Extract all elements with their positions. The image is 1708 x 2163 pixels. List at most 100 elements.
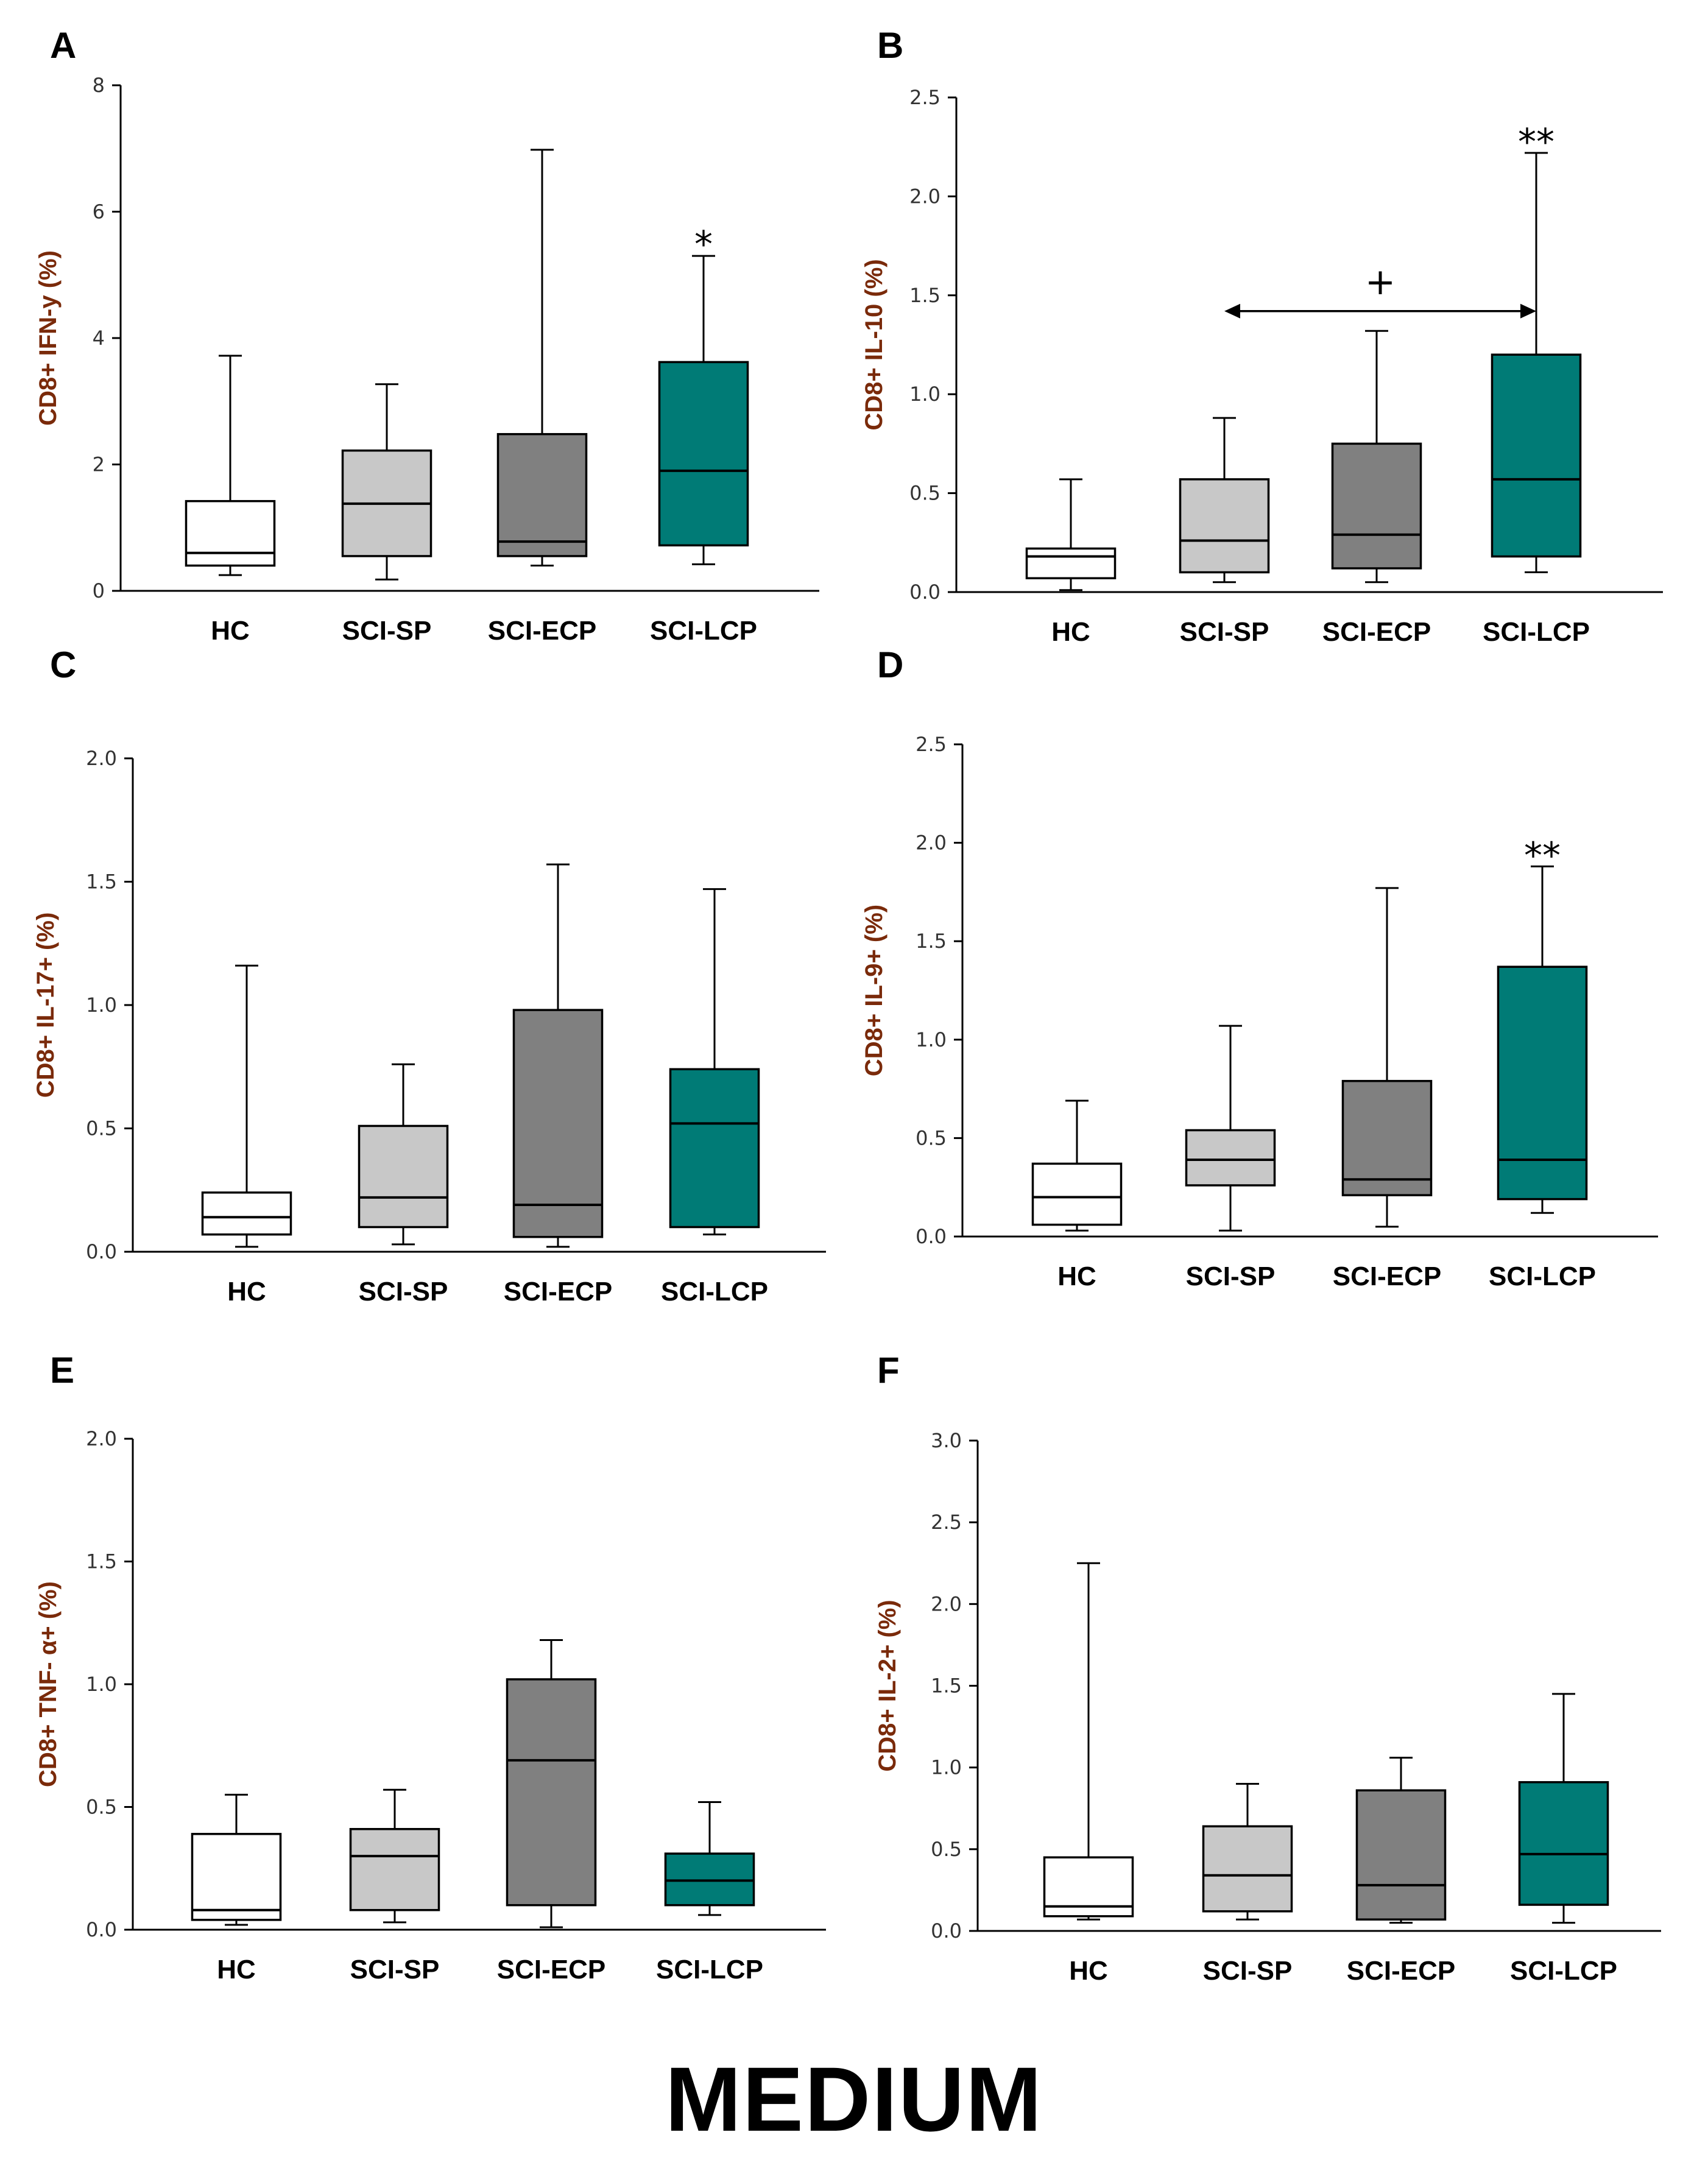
x-category-label: SCI-ECP: [504, 1277, 612, 1307]
y-axis-label: CD8+ TNF- α+ (%): [35, 1581, 62, 1787]
y-axis-label: CD8+ IFN-y (%): [35, 250, 62, 426]
y-tick-label: 2.0: [86, 747, 117, 770]
box-body: [1331, 442, 1422, 570]
box-body: [1518, 1781, 1609, 1906]
chart-canvas: A 0 2 4 6 8 CD8+ IFN-y (%) HC SCI-SP SCI-ECP SCI-L…: [32, 25, 1663, 1986]
y-tick-label: 2.5: [909, 86, 940, 109]
panel-f: F 0.0 0.5 1.0 1.5 2.0 2.5 3.0 CD8+ IL-2+ (%) HC SC…: [874, 1350, 1661, 1986]
x-category-label: HC: [1069, 1956, 1108, 1986]
panel-letter: D: [877, 644, 903, 685]
box-sci-ecp: [1355, 1757, 1447, 1924]
y-tick-label: 0.0: [916, 1225, 947, 1248]
panel-d: D 0.0 0.5 1.0 1.5 2.0 2.5 CD8+ IL-9+ (%) HC SCI-S…: [861, 644, 1658, 1291]
x-category-label: HC: [1057, 1261, 1096, 1291]
box-sci-sp: [349, 1788, 440, 1924]
box-body: [496, 432, 588, 557]
y-tick-label: 2: [93, 453, 105, 476]
y-tick-label: 2.0: [909, 185, 940, 208]
box-body: [349, 1828, 440, 1911]
panel-e: E 0.0 0.5 1.0 1.5 2.0 CD8+ TNF- α+ (%) HC SCI-SP…: [35, 1350, 826, 1985]
panel-a: A 0 2 4 6 8 CD8+ IFN-y (%) HC SCI-SP SCI-ECP SCI-L…: [35, 25, 819, 646]
box-sci-lcp: [1491, 152, 1582, 574]
box-body: [1025, 547, 1117, 580]
x-category-label: SCI-SP: [1186, 1261, 1276, 1291]
significance-marker: **: [1524, 835, 1561, 877]
box-hc: [191, 1793, 282, 1926]
y-tick-label: 0.5: [86, 1796, 117, 1819]
panel-letter: C: [50, 644, 76, 685]
y-tick-label: 0: [93, 579, 105, 602]
y-tick-label: 3.0: [931, 1429, 962, 1452]
bracket-arrowhead-right: [1520, 303, 1536, 319]
x-category-label: SCI-SP: [1180, 617, 1269, 647]
x-category-label: SCI-LCP: [656, 1955, 763, 1985]
box-body: [664, 1852, 755, 1907]
box-sci-sp: [358, 1063, 449, 1246]
box-sci-ecp: [1331, 330, 1422, 584]
x-category-label: SCI-ECP: [488, 616, 596, 646]
y-tick-label: 2.0: [931, 1592, 962, 1615]
box-body: [191, 1833, 282, 1921]
x-category-label: SCI-LCP: [661, 1277, 768, 1307]
y-tick-label: 1.5: [86, 870, 117, 894]
x-category-label: HC: [217, 1955, 256, 1985]
x-category-label: SCI-LCP: [1483, 617, 1590, 647]
panel-c: C 0.0 0.5 1.0 1.5 2.0 CD8+ IL-17+ (%) HC SCI-SP S…: [32, 644, 826, 1307]
box-sci-ecp: [496, 149, 588, 566]
y-tick-label: 1.0: [86, 993, 117, 1017]
box-sci-ecp: [506, 1639, 597, 1928]
box-sci-lcp: [1497, 865, 1588, 1214]
bracket-label: +: [1365, 261, 1396, 303]
y-tick-label: 0.0: [86, 1240, 117, 1263]
box-body: [669, 1068, 760, 1229]
box-hc: [1025, 478, 1117, 591]
x-category-label: HC: [211, 616, 250, 646]
box-body: [1491, 353, 1582, 558]
bracket-arrowhead-left: [1224, 303, 1240, 319]
y-tick-label: 2.0: [86, 1427, 117, 1450]
x-category-label: SCI-SP: [359, 1277, 448, 1307]
y-tick-label: 1.0: [909, 383, 940, 406]
box-sci-ecp: [512, 863, 604, 1248]
box-hc: [201, 964, 292, 1248]
panel-b: B 0.0 0.5 1.0 1.5 2.0 2.5 CD8+ IL-10 (%) HC SCI-S…: [861, 25, 1663, 647]
x-category-label: SCI-LCP: [1510, 1956, 1617, 1986]
y-tick-label: 0.0: [86, 1918, 117, 1941]
y-axis-label: CD8+ IL-10 (%): [861, 259, 888, 430]
box-sci-ecp: [1341, 887, 1433, 1228]
y-tick-label: 2.0: [916, 831, 947, 855]
y-tick-label: 1.0: [916, 1028, 947, 1051]
y-axis-label: CD8+ IL-17+ (%): [32, 912, 59, 1098]
box-body: [1031, 1162, 1123, 1226]
y-axis-label: CD8+ IL-9+ (%): [861, 905, 888, 1076]
y-tick-label: 0.5: [916, 1126, 947, 1149]
box-body: [358, 1124, 449, 1229]
box-sci-sp: [1185, 1025, 1276, 1232]
x-category-label: SCI-ECP: [1322, 617, 1431, 647]
box-body: [1202, 1825, 1293, 1913]
panel-letter: E: [50, 1350, 74, 1391]
significance-marker: **: [1518, 121, 1554, 163]
x-category-label: SCI-ECP: [497, 1955, 605, 1985]
box-body: [658, 361, 749, 547]
box-body: [1497, 965, 1588, 1201]
y-tick-label: 8: [93, 74, 105, 97]
y-tick-label: 0.5: [909, 482, 940, 505]
y-tick-label: 1.0: [931, 1756, 962, 1779]
x-category-label: SCI-SP: [342, 616, 432, 646]
y-axis-label: CD8+ IL-2+ (%): [874, 1600, 901, 1771]
x-category-label: SCI-LCP: [650, 616, 757, 646]
panel-letter: F: [877, 1350, 900, 1391]
y-tick-label: 4: [93, 326, 105, 350]
box-body: [1341, 1079, 1433, 1196]
x-category-label: SCI-LCP: [1489, 1261, 1596, 1291]
box-sci-lcp: [669, 888, 760, 1236]
y-tick-label: 2.5: [916, 733, 947, 756]
box-hc: [1031, 1099, 1123, 1232]
box-hc: [1043, 1562, 1134, 1921]
y-tick-label: 2.5: [931, 1511, 962, 1534]
x-category-label: SCI-ECP: [1333, 1261, 1441, 1291]
box-body: [512, 1009, 604, 1238]
figure-footer-label: MEDIUM: [665, 2048, 1043, 2150]
box-body: [1355, 1789, 1447, 1921]
